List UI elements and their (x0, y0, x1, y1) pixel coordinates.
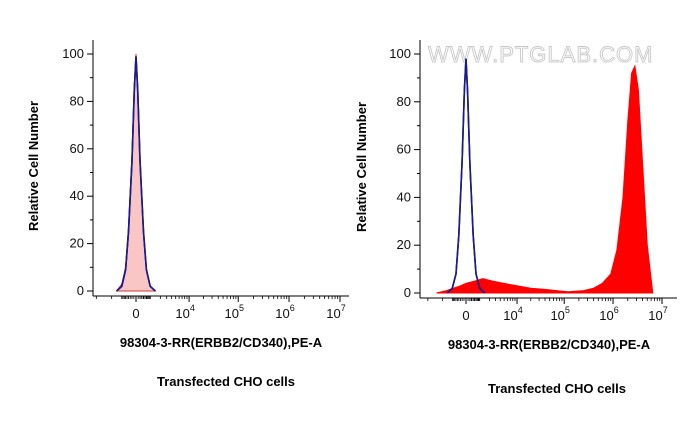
y-tick-label: 80 (397, 94, 411, 109)
watermark: WWW.PTGLAB.COM (428, 42, 653, 67)
y-tick-label: 80 (70, 93, 84, 108)
x-tick-label: 106 (275, 303, 294, 321)
x-tick-exponent: 5 (239, 303, 244, 313)
x-tick-label: 0 (132, 306, 139, 321)
series-isotype-control-line (446, 58, 486, 294)
y-tick-label: 20 (70, 236, 84, 251)
y-tick-label: 20 (397, 237, 411, 252)
x-tick-label: 104 (503, 305, 522, 323)
x-tick-label: 107 (326, 303, 345, 321)
x-tick-exponent: 4 (518, 305, 523, 315)
x-tick-exponent: 7 (341, 303, 346, 313)
x-tick-exponent: 6 (614, 305, 619, 315)
x-tick-label: 105 (224, 303, 243, 321)
sample-caption: Transfected CHO cells (157, 374, 295, 389)
x-tick-exponent: 7 (663, 305, 668, 315)
x-tick-label: 104 (175, 303, 194, 321)
y-tick-label: 100 (389, 46, 411, 61)
x-tick-label: 0 (462, 308, 469, 323)
y-tick-label: 40 (70, 188, 84, 203)
chart-panel-2: WWW.PTGLAB.COM 0 20 40 60 80 100 0 104 105 106 107 R… (354, 40, 677, 396)
y-tick-label: 0 (77, 283, 84, 298)
y-tick-label: 40 (397, 189, 411, 204)
series-antibody-area (436, 64, 654, 294)
x-tick-exponent: 4 (190, 303, 195, 313)
x-tick-label: 105 (550, 305, 569, 323)
x-tick-label: 107 (648, 305, 667, 323)
y-tick-label: 100 (62, 46, 84, 61)
x-axis-title: 98304-3-RR(ERBB2/CD340),PE-A (120, 335, 323, 350)
series-isotype-control-line-top (116, 56, 156, 292)
x-axis-title: 98304-3-RR(ERBB2/CD340),PE-A (448, 337, 651, 352)
sample-caption: Transfected CHO cells (488, 381, 626, 396)
series-antibody-area (115, 53, 157, 292)
series-isotype-control-line-top (446, 58, 486, 294)
y-tick-label: 0 (404, 285, 411, 300)
y-tick-label: 60 (397, 142, 411, 157)
x-tick-exponent: 6 (290, 303, 295, 313)
x-tick-exponent: 5 (565, 305, 570, 315)
y-axis-title: Relative Cell Number (26, 101, 41, 231)
y-axis-title: Relative Cell Number (354, 102, 369, 232)
chart-panel-1: 0 20 40 60 80 100 0 104 105 106 107 Relative Cell N… (26, 40, 349, 389)
y-tick-label: 60 (70, 141, 84, 156)
x-tick-label: 106 (599, 305, 618, 323)
